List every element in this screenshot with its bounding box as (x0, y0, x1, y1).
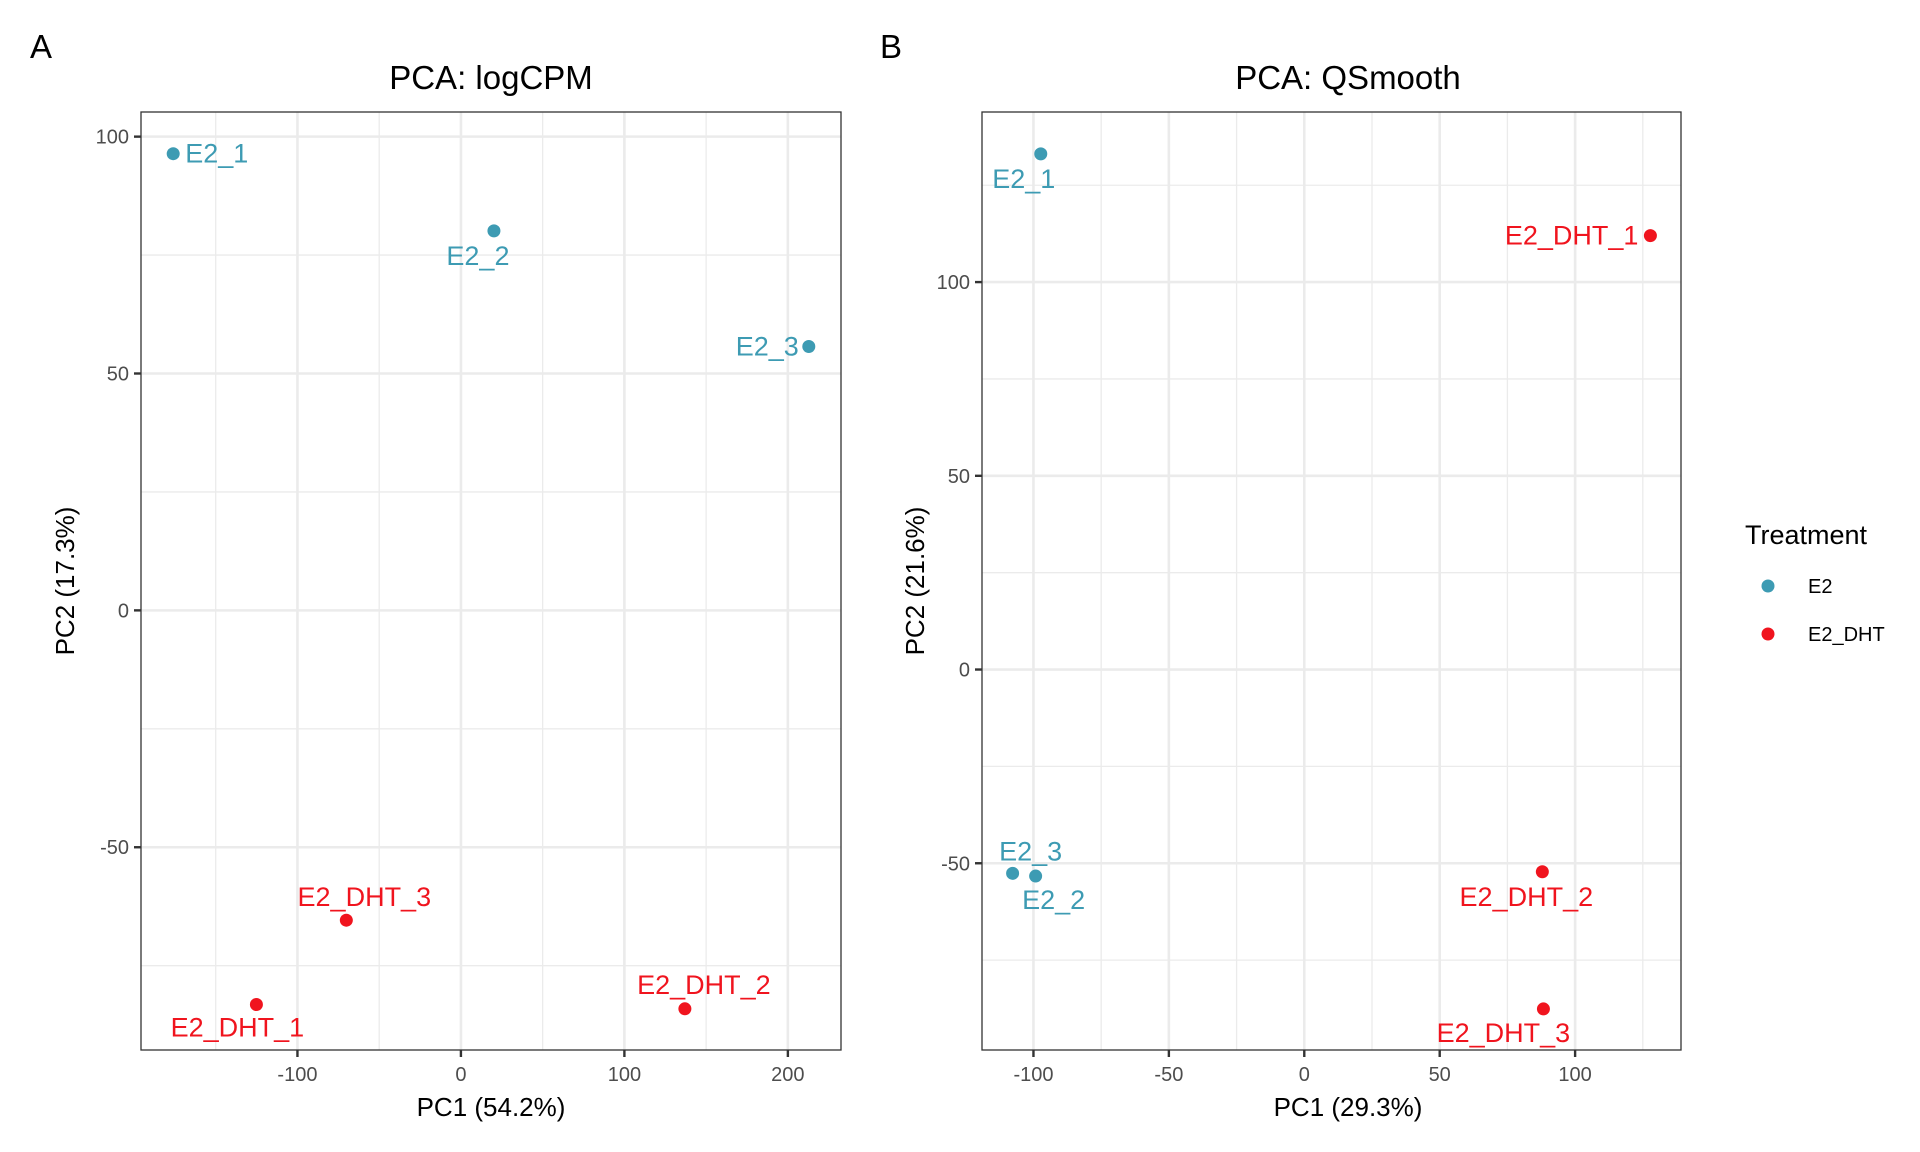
plot-background (982, 112, 1681, 1050)
x-tick-label: 50 (1429, 1064, 1451, 1086)
legend-label-e2: E2 (1808, 576, 1832, 598)
grid-lines (982, 112, 1681, 1050)
x-tick-label: 200 (771, 1064, 804, 1086)
legend-item-e2-dht: E2_DHT (1761, 624, 1885, 646)
panel-a: A PCA: logCPM E2_1 E2_2 E2_3 E2_DHT_1 E2_DHT… (30, 28, 842, 1122)
x-tick-label: 0 (455, 1064, 466, 1086)
data-point-e2-1 (166, 147, 180, 161)
data-point-e2-dht-3 (339, 913, 353, 927)
panel-border (140, 111, 842, 1051)
y-tick-label: 0 (959, 660, 970, 682)
point-label-e2-dht-3: E2_DHT_3 (298, 882, 432, 912)
y-tick-label: -50 (100, 837, 129, 859)
y-tick-label: 0 (118, 600, 129, 622)
data-point-e2-3 (802, 340, 816, 353)
point-label-e2-2: E2_2 (446, 241, 509, 271)
legend-key-e2 (1761, 579, 1775, 593)
point-label-e2-1: E2_1 (992, 164, 1055, 194)
panel-border (981, 111, 1682, 1051)
data-point-e2-dht-2 (1535, 865, 1549, 879)
panel-b: B PCA: QSmooth E2_1 E2_2 E2_3 E2_DHT_1 E2_DH… (880, 28, 1682, 1122)
legend: Treatment E2 E2_DHT (1745, 520, 1885, 646)
data-point-e2-2 (487, 224, 501, 238)
point-label-e2-2: E2_2 (1022, 885, 1085, 915)
data-point-e2-dht-1 (249, 998, 263, 1012)
plot-background (141, 112, 841, 1050)
point-label-e2-dht-2: E2_DHT_2 (637, 970, 771, 1000)
y-axis-title: PC2 (17.3%) (50, 507, 80, 656)
y-axis-title: PC2 (21.6%) (900, 507, 930, 656)
x-tick-label: 100 (608, 1064, 641, 1086)
y-tick-label: -50 (941, 853, 970, 875)
y-tick-label: 100 (937, 272, 970, 294)
x-tick-label: -100 (1013, 1064, 1053, 1086)
axes: -100 -50 0 50 100 -50 0 50 100 (937, 272, 1592, 1086)
point-label-e2-3: E2_3 (999, 836, 1062, 866)
point-label-e2-3: E2_3 (736, 332, 799, 362)
grid-lines (141, 112, 841, 1050)
legend-label-e2-dht: E2_DHT (1808, 624, 1885, 646)
legend-item-e2: E2 (1761, 576, 1832, 598)
scatter-marks: E2_1 E2_2 E2_3 E2_DHT_1 E2_DHT_2 E2_DHT_3 (992, 147, 1657, 1048)
panel-letter-a: A (30, 28, 52, 65)
point-label-e2-1: E2_1 (185, 139, 248, 169)
x-tick-label: -100 (277, 1064, 317, 1086)
plot-title-logcpm: PCA: logCPM (389, 59, 593, 96)
legend-key-e2-dht (1761, 627, 1775, 641)
panel-letter-b: B (880, 28, 902, 65)
data-point-e2-1 (1034, 147, 1048, 161)
data-point-e2-dht-1 (1643, 229, 1657, 243)
axes: -100 0 100 200 -50 0 50 100 (96, 127, 805, 1086)
y-tick-label: 50 (948, 466, 970, 488)
x-tick-label: 0 (1299, 1064, 1310, 1086)
y-tick-label: 50 (107, 364, 129, 386)
data-point-e2-dht-3 (1536, 1002, 1550, 1016)
x-axis-title: PC1 (29.3%) (1274, 1092, 1423, 1122)
point-label-e2-dht-1: E2_DHT_1 (1505, 221, 1639, 251)
data-point-e2-3 (1006, 866, 1020, 880)
y-tick-label: 100 (96, 127, 129, 149)
plot-title-qsmooth: PCA: QSmooth (1235, 59, 1461, 96)
x-tick-label: 100 (1558, 1064, 1591, 1086)
point-label-e2-dht-1: E2_DHT_1 (171, 1013, 305, 1043)
legend-title: Treatment (1745, 520, 1868, 550)
x-tick-label: -50 (1154, 1064, 1183, 1086)
x-axis-title: PC1 (54.2%) (417, 1092, 566, 1122)
point-label-e2-dht-3: E2_DHT_3 (1437, 1018, 1571, 1048)
point-label-e2-dht-2: E2_DHT_2 (1460, 882, 1594, 912)
data-point-e2-dht-2 (678, 1002, 692, 1016)
scatter-marks: E2_1 E2_2 E2_3 E2_DHT_1 E2_DHT_2 E2_DHT_3 (166, 139, 816, 1043)
data-point-e2-2 (1029, 869, 1043, 883)
